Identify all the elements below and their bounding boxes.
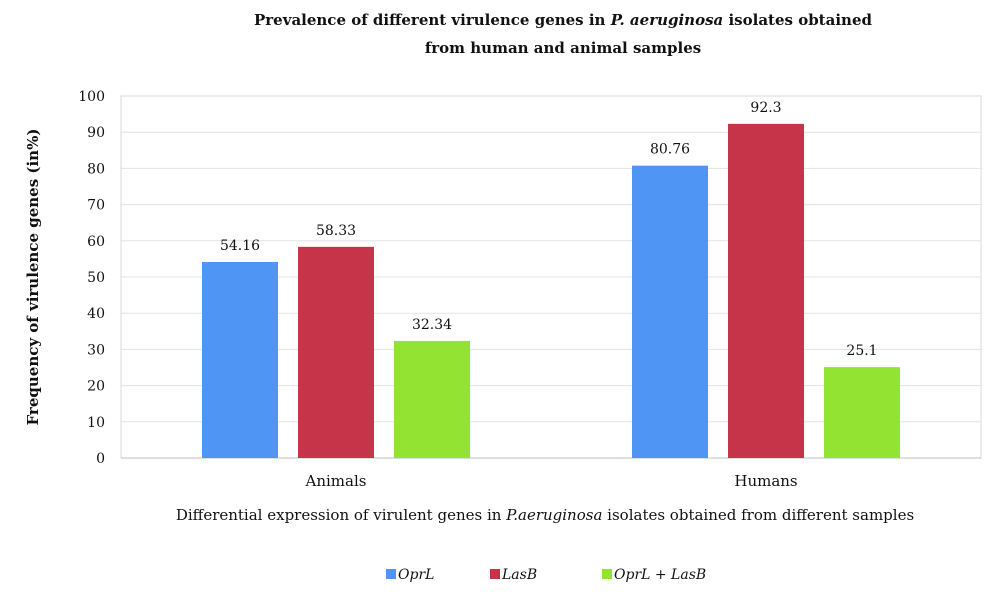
bar-animals-1 (202, 261, 278, 458)
x-axis-categories: Animals Humans (305, 472, 798, 490)
data-label: 80.76 (650, 142, 690, 158)
y-tick-label: 0 (96, 451, 105, 467)
y-tick-label: 10 (87, 415, 105, 431)
y-tick-label: 80 (87, 161, 105, 177)
data-label: 92.3 (750, 100, 781, 116)
legend: OprL LasB OprL + LasB (386, 567, 706, 583)
legend-swatch (490, 569, 500, 579)
y-tick-label: 90 (87, 125, 105, 141)
y-axis-label: Frequency of virulence genes (in%) (24, 129, 42, 426)
legend-label: OprL + LasB (614, 567, 706, 583)
data-labels: 54.16 58.33 32.34 80.76 92.3 25.1 (220, 100, 878, 359)
bar-animals-2 (298, 246, 374, 458)
y-tick-label: 100 (78, 89, 105, 105)
data-label: 58.33 (316, 223, 356, 239)
y-tick-label: 60 (87, 234, 105, 250)
x-category-label: Animals (305, 472, 367, 490)
y-tick-label: 30 (87, 342, 105, 358)
legend-swatch (386, 569, 396, 579)
chart-title-line-2: from human and animal samples (425, 39, 701, 57)
y-axis-ticks: 0 10 20 30 40 50 60 70 80 90 100 (78, 89, 105, 467)
data-label: 54.16 (220, 238, 260, 254)
x-category-label: Humans (734, 472, 797, 490)
chart-title-line-1: Prevalence of different virulence genes … (254, 11, 872, 29)
y-tick-label: 50 (87, 270, 105, 286)
x-axis-label: Differential expression of virulent gene… (176, 506, 914, 524)
y-tick-label: 20 (87, 379, 105, 395)
legend-label: OprL (398, 567, 434, 583)
bar-humans-1 (632, 165, 708, 458)
legend-label: LasB (501, 567, 537, 583)
bar-humans-2 (728, 123, 804, 459)
y-tick-label: 40 (87, 306, 105, 322)
bar-humans-3 (824, 367, 900, 458)
data-label: 32.34 (412, 317, 452, 333)
data-label: 25.1 (846, 343, 877, 359)
y-tick-label: 70 (87, 198, 105, 214)
legend-swatch (602, 569, 612, 579)
bar-animals-3 (394, 340, 470, 458)
bars (202, 123, 900, 459)
